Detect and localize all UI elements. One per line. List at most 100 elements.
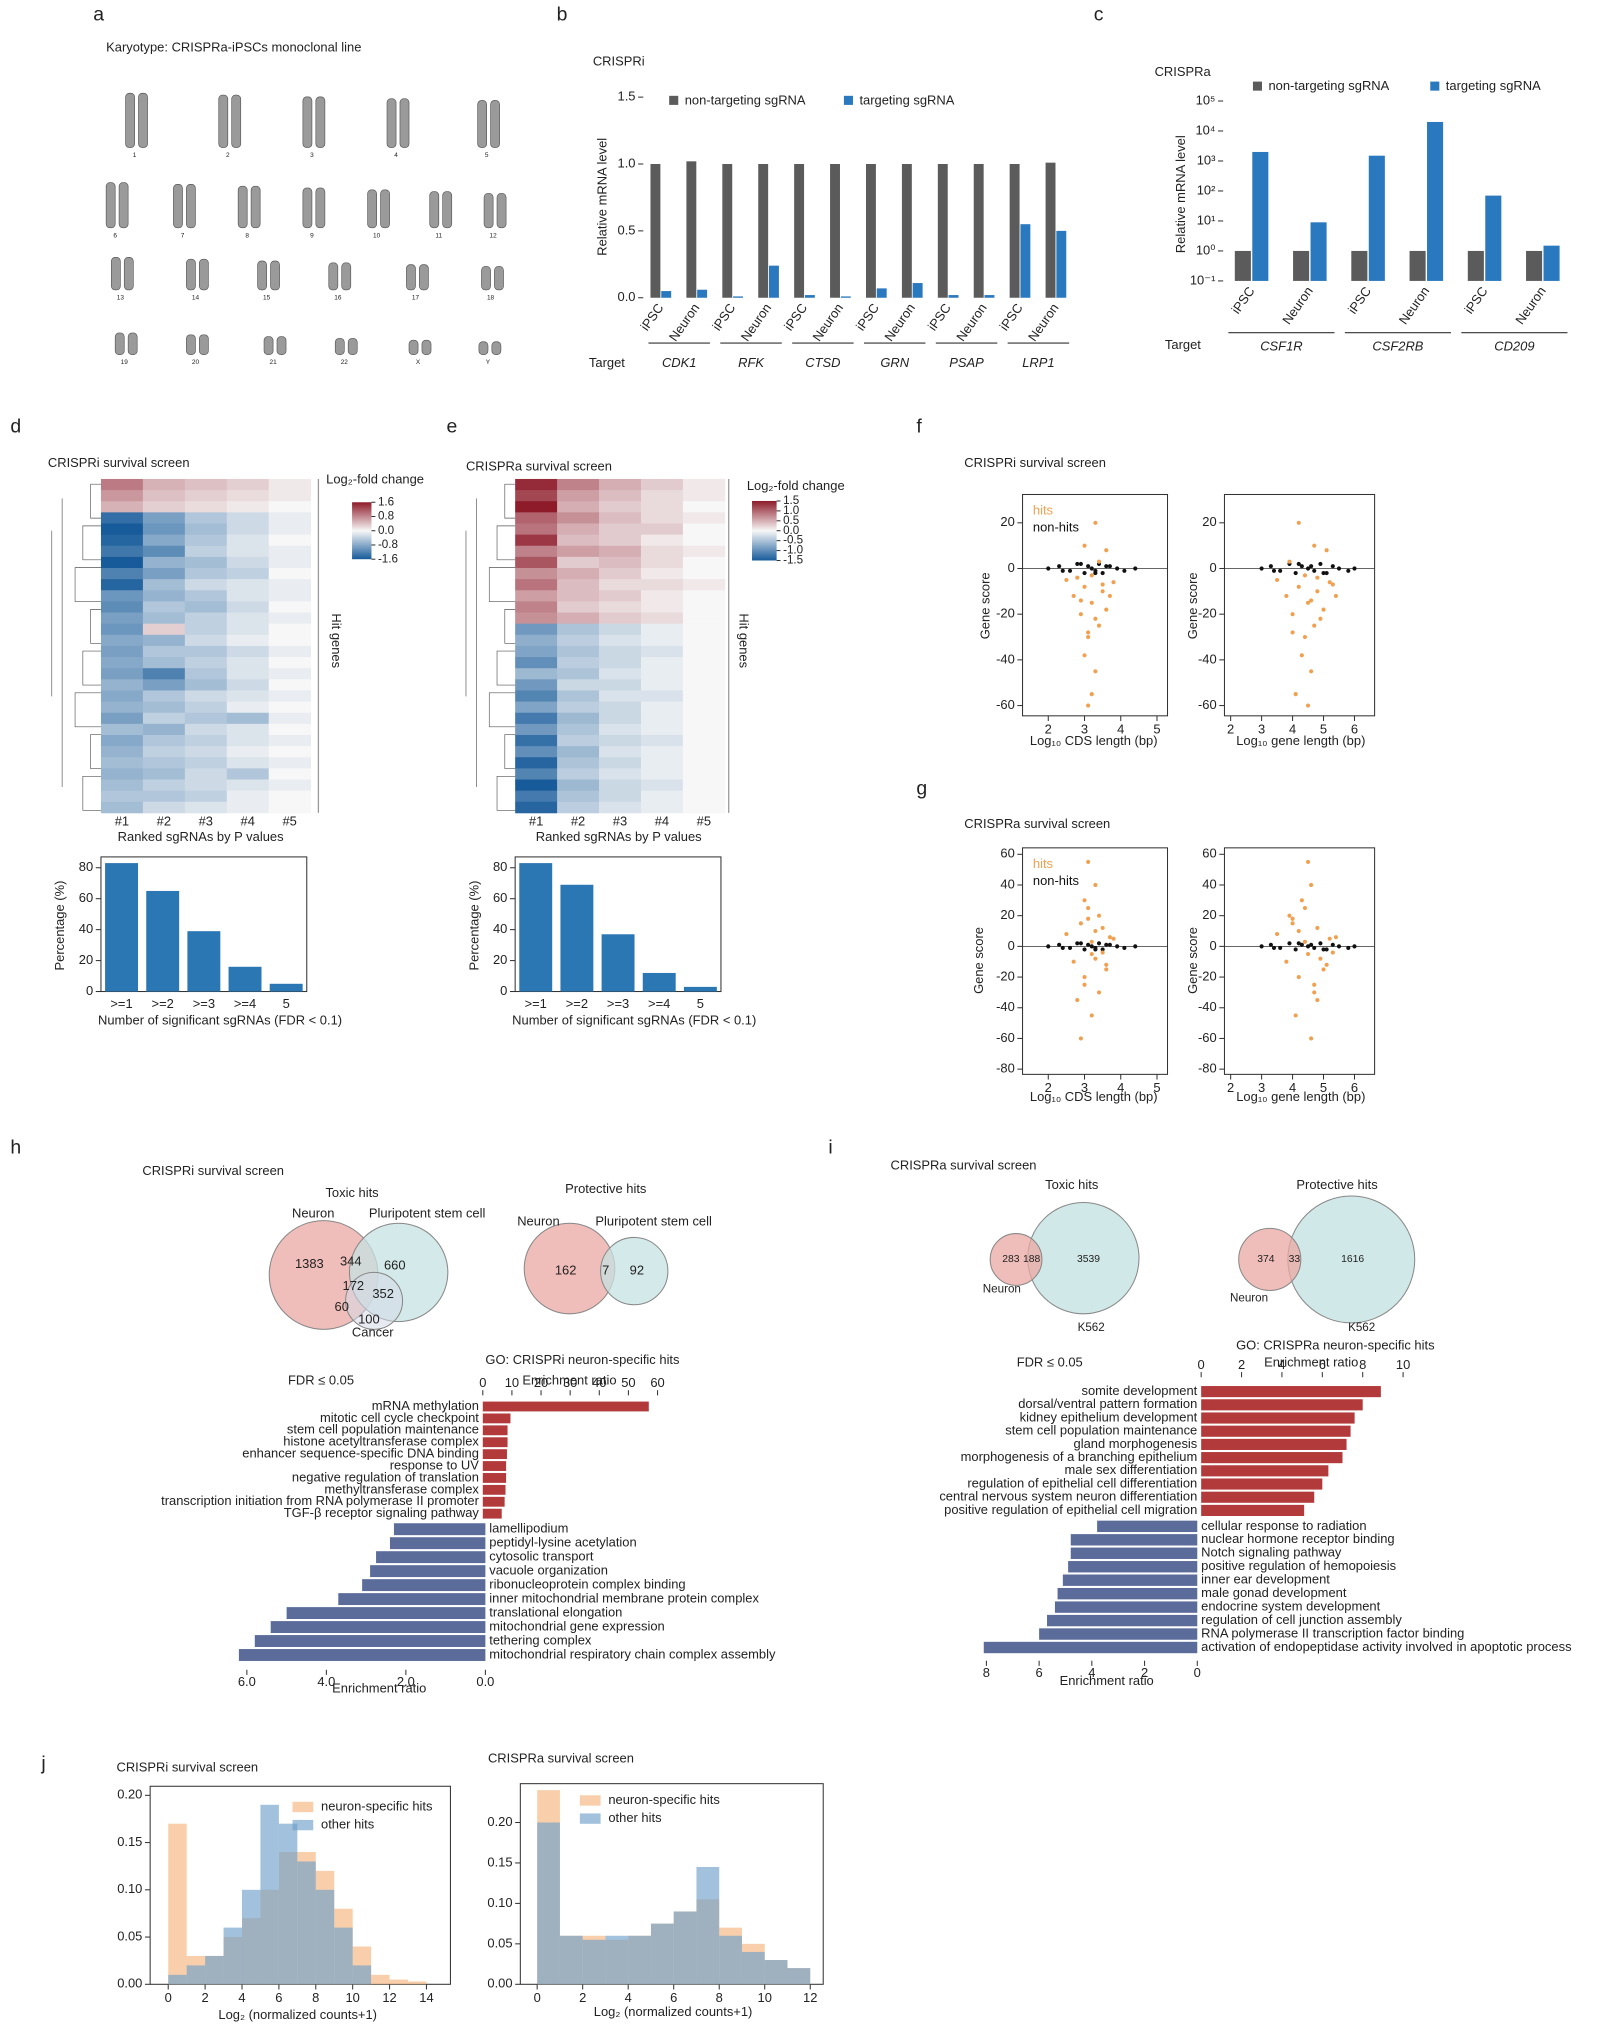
x-tick-label: 2.0 [397,1674,415,1689]
bar [187,931,221,992]
x-tick-label: 5 [283,996,290,1011]
histogram-bar [278,1823,298,1985]
heatmap-cell [557,779,600,792]
legend-label: non-hits [1033,520,1079,535]
point [1290,612,1295,617]
heatmap-cell [268,679,312,691]
heatmap-cell [599,734,642,747]
heatmap-cell [100,723,144,736]
x-axis-label: Enrichment ratio [1264,1354,1358,1369]
point [1305,600,1311,605]
chromosome-label: 15 [263,294,271,301]
point [1064,577,1069,582]
bar-label: morphogenesis of a branching epithelium [961,1449,1198,1464]
group-label: LRP1 [1022,355,1054,370]
point [1071,593,1076,598]
chromosome-label: 7 [181,232,185,239]
point [1299,898,1304,903]
heatmap-cell [682,478,726,491]
x-tick-label: 50 [621,1375,635,1390]
heatmap-cell [515,668,558,680]
y-tick-label: -40 [996,999,1015,1014]
heatmap-cell [682,701,726,714]
venn-set: K562 [1348,1321,1375,1334]
chromosome [118,182,129,229]
heatmap-cell [184,512,228,524]
heatmap-cell [184,534,228,547]
heatmap-cell [640,590,684,602]
heatmap-cell [226,523,270,536]
heatmap-cell [142,723,186,736]
venn-count: 374 [1257,1254,1275,1265]
chart-title: CRISPRa survival screen [466,459,612,474]
heatmap-cell [268,790,312,803]
group-label: CD209 [1494,338,1534,353]
bar-label: endocrine system development [1201,1599,1380,1614]
legend-swatch [292,1819,314,1831]
point [1093,928,1098,934]
bar [1234,250,1251,281]
chart-title: CRISPRi survival screen [48,455,190,470]
colorbar-title: Log₂-fold change [326,472,424,487]
y-tick-label: 10⁴ [1195,122,1215,137]
y-tick-label: -20 [1198,968,1217,983]
point [1336,566,1342,571]
heatmap-cell [682,590,726,602]
y-tick-label: 40 [79,921,93,936]
y-tick-label: 0.00 [487,1976,512,1991]
heatmap-cell [268,579,312,591]
y-tick-label: 0.0 [618,289,636,304]
bar [1047,1614,1198,1627]
x-tick-label: 4 [1088,1665,1095,1680]
heatmap-cell [557,501,600,513]
heatmap-cell [184,746,228,758]
heatmap-cell [515,690,558,702]
point [1089,600,1094,605]
chart-title: CRISPRi survival screen [116,1760,258,1775]
bar [683,986,717,992]
heatmap-cell [268,523,312,536]
y-tick-label: 0.05 [487,1935,512,1950]
legend-swatch [579,1813,601,1824]
histogram-bar [334,1927,353,1985]
chromosome-label: 19 [121,359,129,366]
bar [1368,155,1385,281]
heatmap-cell [184,478,228,491]
point [1104,548,1109,553]
legend-label: other hits [608,1810,661,1825]
chromosome [341,262,352,291]
x-tick-label: 4 [1289,1080,1296,1095]
point [1093,570,1098,576]
point [1086,564,1091,569]
heatmap-cell [599,568,642,580]
histogram-bar [673,1911,697,1985]
bar [482,1484,506,1495]
bar [1526,250,1543,281]
bar [238,1649,486,1661]
chromosome [186,184,196,229]
plot-frame [1223,847,1376,1075]
point [1275,932,1280,937]
heatmap-cell [515,712,558,725]
heatmap-cell [599,801,642,814]
heatmap-cell [184,723,228,736]
bar [269,983,303,992]
heatmap-cell [184,579,228,591]
bar [1201,1465,1329,1477]
x-tick-label: 5 [1153,1080,1160,1095]
x-axis-label: Ranked sgRNAs by P values [536,829,702,844]
point [1100,925,1105,931]
y-tick-label: 10² [1197,182,1216,197]
chromosome [123,257,134,291]
point [1318,956,1323,961]
heatmap-cell [557,512,600,524]
x-tick-label: 5 [1153,721,1160,736]
y-axis-label: Percentage (%) [52,881,67,971]
bar [1201,1478,1323,1490]
histogram-bar [650,1923,674,1985]
heatmap-cell [682,668,726,680]
heatmap-cell [599,634,642,647]
point [1324,962,1329,967]
bar-label: translational elongation [489,1604,622,1619]
heatmap-cell [142,657,186,669]
